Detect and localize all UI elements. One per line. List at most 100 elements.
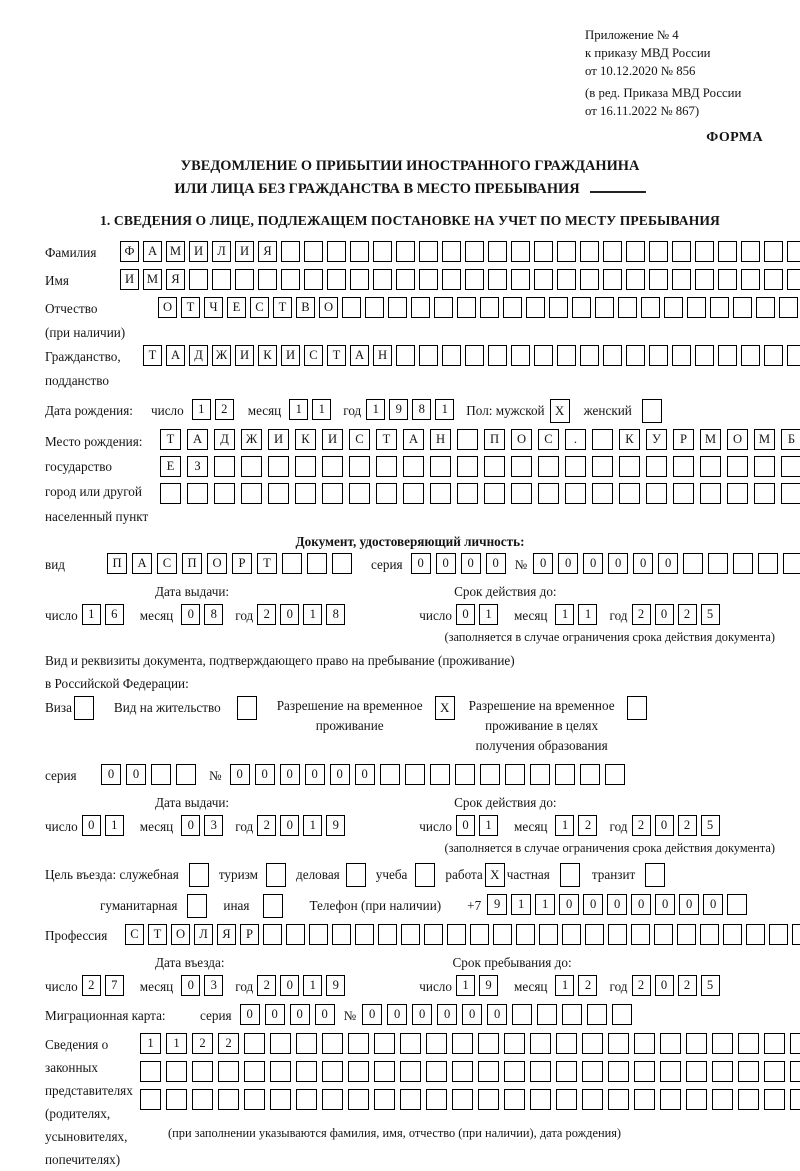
char-box[interactable] [664,297,683,318]
char-box[interactable]: 9 [326,975,346,996]
char-box[interactable]: И [235,241,254,262]
char-box[interactable]: Т [257,553,277,574]
char-box[interactable]: 0 [239,1004,260,1025]
char-box[interactable] [738,1089,759,1110]
char-box[interactable]: 0 [81,815,101,836]
char-box[interactable]: . [565,429,586,450]
char-box[interactable] [286,924,305,945]
char-box[interactable]: 0 [654,975,674,996]
char-box[interactable] [764,1089,785,1110]
char-box[interactable] [304,241,323,262]
char-box[interactable] [511,269,530,290]
char-box[interactable] [296,1089,317,1110]
char-box[interactable] [695,269,714,290]
char-box[interactable] [712,1089,733,1110]
char-box[interactable]: 0 [455,604,475,625]
char-box[interactable] [374,1061,395,1082]
char-box[interactable] [411,297,430,318]
char-box[interactable] [309,924,328,945]
visa-checkbox[interactable] [73,696,94,720]
char-box[interactable] [565,456,586,477]
char-box[interactable]: Л [212,241,231,262]
char-box[interactable] [379,764,400,785]
char-box[interactable] [307,553,327,574]
char-box[interactable] [373,269,392,290]
char-box[interactable] [511,345,530,366]
char-box[interactable] [603,269,622,290]
char-box[interactable] [426,1033,447,1054]
char-box[interactable] [649,241,668,262]
char-box[interactable] [695,241,714,262]
char-box[interactable]: 2 [578,975,598,996]
char-box[interactable]: 3 [204,815,224,836]
char-box[interactable]: О [171,924,190,945]
char-box[interactable] [787,269,800,290]
char-box[interactable] [304,269,323,290]
char-box[interactable] [634,1089,655,1110]
char-box[interactable]: М [143,269,162,290]
char-box[interactable] [769,924,788,945]
char-box[interactable]: 0 [655,894,676,915]
char-box[interactable] [700,924,719,945]
char-box[interactable] [686,1033,707,1054]
purpose-study-checkbox[interactable] [415,863,436,887]
char-box[interactable] [538,483,559,504]
char-box[interactable] [218,1089,239,1110]
char-box[interactable]: 2 [257,815,277,836]
char-box[interactable]: 0 [280,975,300,996]
char-box[interactable] [626,269,645,290]
char-box[interactable] [764,1033,785,1054]
char-box[interactable] [700,456,721,477]
char-box[interactable]: А [350,345,369,366]
char-box[interactable] [608,1061,629,1082]
char-box[interactable] [530,1033,551,1054]
char-box[interactable] [373,241,392,262]
char-box[interactable]: 1 [366,399,386,420]
char-box[interactable] [727,483,748,504]
char-box[interactable] [478,1061,499,1082]
purpose-other-checkbox[interactable] [263,894,284,918]
char-box[interactable]: С [349,429,370,450]
char-box[interactable]: Ч [204,297,223,318]
char-box[interactable] [365,297,384,318]
char-box[interactable]: Е [227,297,246,318]
char-box[interactable] [442,269,461,290]
char-box[interactable] [189,269,208,290]
char-box[interactable]: Ж [241,429,262,450]
char-box[interactable]: 0 [387,1004,408,1025]
char-box[interactable] [263,924,282,945]
char-box[interactable] [634,1033,655,1054]
char-box[interactable] [442,345,461,366]
char-box[interactable] [160,483,181,504]
char-box[interactable] [781,456,800,477]
char-box[interactable] [603,241,622,262]
char-box[interactable] [479,764,500,785]
char-box[interactable]: 0 [279,764,300,785]
char-box[interactable] [374,1089,395,1110]
char-box[interactable]: Ф [120,241,139,262]
char-box[interactable] [677,924,696,945]
char-box[interactable] [634,1061,655,1082]
char-box[interactable] [556,1033,577,1054]
char-box[interactable]: Т [376,429,397,450]
char-box[interactable] [626,345,645,366]
char-box[interactable]: 0 [654,815,674,836]
char-box[interactable] [672,269,691,290]
char-box[interactable] [355,924,374,945]
char-box[interactable] [557,345,576,366]
char-box[interactable]: 0 [412,1004,433,1025]
char-box[interactable] [562,924,581,945]
char-box[interactable]: 1 [555,604,575,625]
char-box[interactable] [582,1089,603,1110]
char-box[interactable] [733,297,752,318]
char-box[interactable]: 2 [257,604,277,625]
char-box[interactable] [430,483,451,504]
char-box[interactable] [595,297,614,318]
char-box[interactable] [754,483,775,504]
char-box[interactable] [429,764,450,785]
char-box[interactable]: 0 [558,553,579,574]
char-box[interactable] [530,1089,551,1110]
char-box[interactable]: 3 [204,975,224,996]
char-box[interactable]: Р [240,924,259,945]
char-box[interactable]: 1 [303,975,323,996]
